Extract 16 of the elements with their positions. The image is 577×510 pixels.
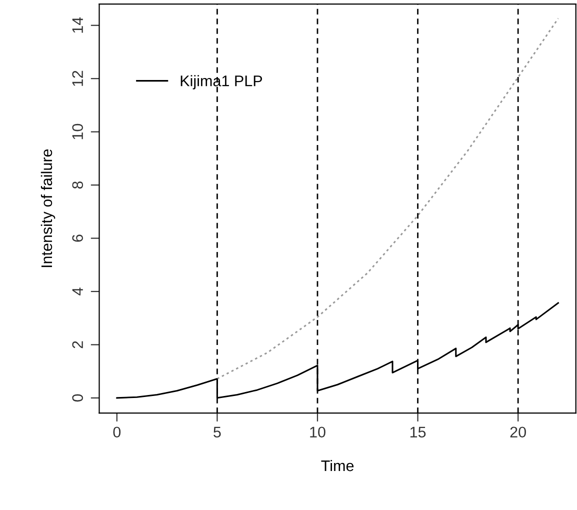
- y-tick-label: 2: [72, 341, 83, 348]
- x-tick-label: 5: [214, 426, 221, 438]
- y-tick-label: 14: [72, 17, 83, 33]
- y-tick-label: 12: [72, 70, 83, 86]
- y-axis-title: Intensity of failure: [40, 149, 56, 268]
- y-tick-label: 10: [72, 124, 84, 140]
- x-tick-label: 20: [510, 426, 526, 438]
- y-tick-label: 8: [72, 181, 84, 189]
- x-tick-label: 0: [113, 426, 121, 438]
- y-tick-label: 6: [72, 234, 84, 242]
- x-tick-label: 10: [310, 426, 326, 438]
- y-tick-label: 0: [72, 394, 84, 402]
- x-tick-label: 15: [410, 426, 426, 438]
- x-axis-title: Time: [321, 460, 354, 472]
- y-tick-label: 4: [72, 288, 83, 296]
- legend-label: Kijima1 PLP: [180, 75, 262, 90]
